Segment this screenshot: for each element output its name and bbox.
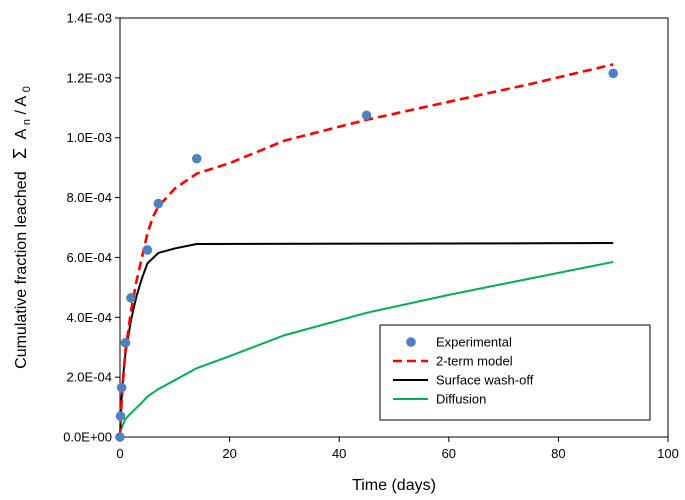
y-tick-label: 8.0E-04 [66,190,112,205]
data-point-experimental [115,432,125,442]
x-tick-label: 100 [657,446,679,461]
legend-item-experimental: Experimental [406,335,512,350]
legend-label: Diffusion [436,392,486,407]
y-axis-ticks: 0.0E+00 2.0E-04 4.0E-04 6.0E-04 8.0E-04 1.0E-… [63,11,120,445]
y-tick-label: 4.0E-04 [66,310,112,325]
legend-items: Experimental 2-term model Surface wash-off… [393,335,534,407]
y-axis-title: Cumulative fraction leached Σ A n / A 0 [10,86,34,369]
data-point-experimental [126,293,136,303]
legend-label: Experimental [436,335,512,350]
data-point-experimental [153,198,164,209]
y-axis-title-a: A [13,128,30,139]
y-axis-title-sum-symbol: Σ [10,148,30,159]
legend-item-surface-wash-off: Surface wash-off [393,373,534,388]
y-axis-title-slash: / [13,110,30,115]
y-axis-title-subscript-n: n [21,119,33,125]
plot-frame [119,17,669,438]
data-point-experimental [120,337,131,348]
series-layer [115,63,618,442]
data-point-experimental [115,411,126,421]
legend-label: Surface wash-off [436,373,534,388]
legend-label: 2-term model [436,354,513,369]
x-tick-label: 80 [551,446,565,461]
data-point-experimental [191,153,202,164]
data-point-experimental [361,110,372,121]
y-axis-title-subscript-0: 0 [21,86,33,92]
x-axis-ticks: 0 20 40 60 80 100 [116,437,679,461]
x-tick-label: 20 [222,446,236,461]
x-axis-title: Time (days) [352,477,436,494]
y-axis-title-main: Cumulative fraction leached [13,171,30,368]
data-point-experimental [608,68,618,79]
x-tick-label: 0 [116,446,123,461]
x-tick-label: 40 [332,446,346,461]
y-tick-label: 1.0E-03 [66,130,112,145]
legend-box [379,324,651,421]
y-tick-label: 0.0E+00 [63,430,112,445]
y-axis-title-a0: A [13,96,30,107]
x-tick-label: 60 [442,446,456,461]
legend: Experimental 2-term model Surface wash-off… [379,324,651,421]
legend-item-2-term-model: 2-term model [393,354,513,369]
data-point-experimental [142,245,153,255]
legend-item-diffusion: Diffusion [393,392,486,407]
legend-marker-experimental [406,337,416,347]
y-tick-label: 6.0E-04 [66,250,112,265]
series-line-diffusion [119,260,614,438]
y-tick-label: 2.0E-04 [66,370,112,385]
data-point-experimental [116,382,127,393]
y-tick-label: 1.4E-03 [66,11,112,26]
plot-area [119,17,669,438]
y-tick-label: 1.2E-03 [66,70,112,85]
